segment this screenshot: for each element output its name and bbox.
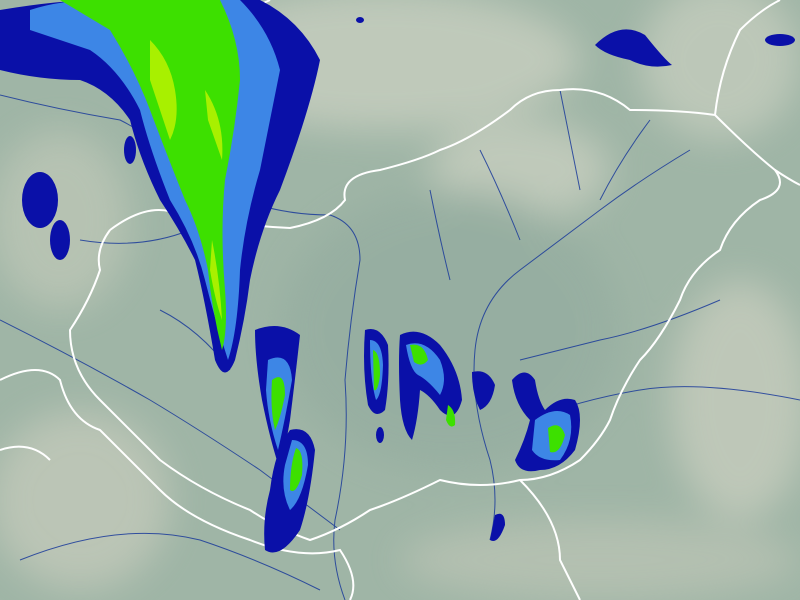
precipitation-layer (0, 0, 795, 553)
precip-cell-small-1 (376, 427, 384, 443)
precip-cell-northeast (595, 29, 672, 67)
precip-band-northwest-heavy (60, 0, 240, 350)
border-romania-serbia (519, 479, 581, 600)
precip-cell-small-2 (356, 17, 364, 23)
river-sajo (479, 149, 521, 241)
precip-cell-south-edge (490, 513, 505, 541)
border-slovenia-croatia (0, 369, 355, 600)
river-hernad (559, 89, 581, 191)
precip-cell-small-3 (124, 136, 136, 164)
river-danube (0, 94, 361, 600)
precip-band-northwest-very-heavy (150, 40, 223, 320)
river-zagyva (429, 189, 451, 281)
river-koros (519, 299, 721, 361)
precip-cell-center-3 (472, 371, 495, 410)
border-ukraine-east (774, 169, 800, 186)
border-hungary (68, 88, 781, 542)
precip-cell-southeast-heavy (548, 425, 565, 453)
precip-cell-center-1-heavy (373, 350, 380, 391)
precip-cell-center-2-heavy (410, 344, 456, 427)
precip-cell-west2 (50, 220, 70, 260)
precip-cell-west (22, 172, 58, 228)
river-sava (19, 532, 321, 591)
precip-cell-ne-edge (765, 34, 795, 46)
precip-cell-south-1-heavy (271, 377, 285, 430)
border-serbia (0, 445, 51, 461)
border-ukraine (714, 0, 781, 116)
river-bodrog (599, 119, 651, 201)
precip-cell-south-2-heavy (290, 448, 303, 491)
river-tisza (473, 149, 691, 541)
river-raba (79, 229, 191, 244)
